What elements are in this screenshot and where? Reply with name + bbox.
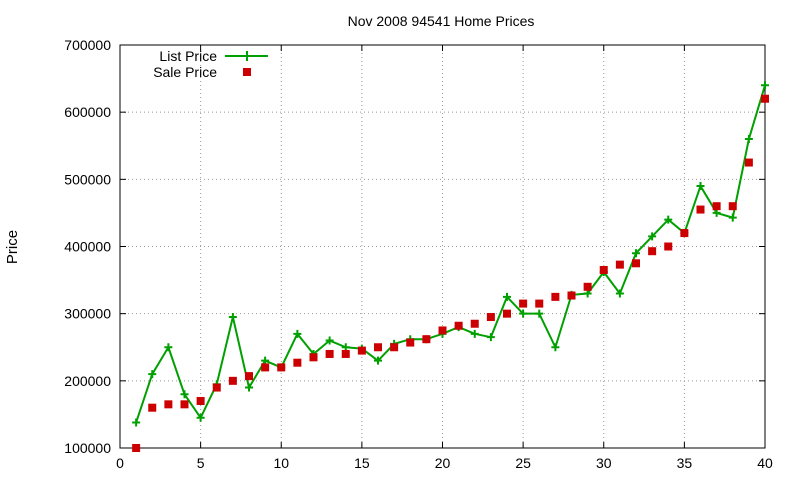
sale-price-point — [245, 372, 253, 381]
sale-price-point — [535, 299, 544, 308]
sale-price-point — [309, 353, 318, 362]
y-tick-label: 400000 — [64, 239, 111, 255]
x-tick-label: 30 — [596, 455, 612, 471]
list-price-point — [583, 289, 592, 298]
sale-price-point — [648, 247, 657, 256]
list-price-point — [132, 418, 141, 427]
sale-price-point — [212, 383, 221, 392]
sale-price-point — [325, 349, 334, 358]
series-layer — [132, 81, 769, 452]
list-price-point — [648, 232, 657, 241]
sale-price-point — [567, 291, 576, 300]
sale-price-point — [680, 229, 689, 238]
sale-price-point — [761, 94, 769, 103]
list-price-point — [148, 370, 157, 379]
sale-price-point — [438, 326, 447, 335]
list-price-point — [503, 292, 511, 301]
legend: List Price Sale Price — [153, 48, 268, 80]
list-price-point — [325, 336, 334, 345]
list-price-point — [196, 413, 205, 422]
legend-label-sale-price: Sale Price — [153, 64, 217, 80]
sale-price-point — [486, 313, 495, 322]
y-axis-title: Price — [4, 230, 21, 264]
list-price-point — [261, 356, 270, 365]
sale-price-point — [454, 321, 463, 330]
list-price-point — [535, 309, 544, 318]
legend-square-marker — [243, 68, 251, 76]
list-price-point — [180, 390, 189, 399]
list-price-point — [164, 343, 173, 352]
sale-price-point — [422, 335, 431, 344]
legend-plus-marker — [242, 51, 252, 61]
x-tick-label: 10 — [273, 455, 289, 471]
list-price-point — [519, 309, 528, 318]
x-tick-label: 15 — [354, 455, 370, 471]
y-tick-label: 500000 — [64, 171, 111, 187]
sale-price-point — [712, 202, 721, 211]
sale-price-point — [148, 403, 157, 412]
sale-price-point — [632, 259, 640, 268]
sale-price-point — [728, 202, 737, 211]
sale-price-point — [503, 309, 511, 318]
list-price-point — [293, 329, 302, 338]
sale-price-point — [261, 363, 270, 372]
list-price-point — [712, 208, 721, 217]
list-price-point — [245, 383, 253, 392]
sale-price-point — [374, 343, 382, 352]
x-tick-label: 25 — [515, 455, 531, 471]
sale-price-point — [470, 319, 479, 328]
sale-price-point — [390, 343, 399, 352]
chart-title: Nov 2008 94541 Home Prices — [348, 13, 535, 29]
sale-price-point — [583, 282, 592, 291]
sale-price-point — [228, 376, 237, 385]
x-tick-label: 5 — [197, 455, 205, 471]
sale-price-point — [132, 444, 141, 452]
y-tick-label: 700000 — [64, 37, 111, 53]
list-price-point — [551, 343, 560, 352]
x-tick-label: 35 — [677, 455, 693, 471]
sale-price-point — [519, 299, 528, 308]
list-price-point — [744, 135, 753, 144]
sale-price-point — [164, 400, 173, 409]
x-tick-label: 20 — [435, 455, 451, 471]
list-price-point — [341, 343, 350, 352]
x-tick-label: 0 — [116, 455, 124, 471]
list-price-point — [374, 356, 382, 365]
y-tick-label: 100000 — [64, 440, 111, 456]
list-price-point — [761, 81, 769, 90]
list-price-point — [696, 182, 705, 191]
list-price-point — [228, 313, 237, 322]
sale-price-point — [277, 363, 286, 372]
y-tick-label: 200000 — [64, 373, 111, 389]
series-line-list-price — [135, 85, 766, 423]
sale-price-point — [615, 260, 624, 269]
sale-price-point — [357, 346, 366, 355]
list-price-point — [664, 215, 673, 224]
y-tick-label: 300000 — [64, 306, 111, 322]
list-price-point — [486, 333, 495, 342]
sale-price-point — [696, 205, 705, 214]
y-tick-label: 600000 — [64, 104, 111, 120]
sale-price-point — [293, 358, 302, 367]
sale-price-point — [599, 266, 608, 275]
sale-price-point — [196, 396, 205, 405]
sale-price-point — [406, 338, 415, 347]
list-price-point — [728, 213, 737, 222]
legend-label-list-price: List Price — [159, 48, 217, 64]
list-price-point — [470, 329, 479, 338]
sale-price-point — [664, 242, 673, 251]
sale-price-point — [744, 158, 753, 167]
list-price-point — [615, 289, 624, 298]
x-tick-label: 40 — [757, 455, 773, 471]
list-price-point — [632, 249, 640, 258]
sale-price-point — [341, 349, 350, 358]
axes: 0 5 10 15 20 25 30 35 40 100000 200000 300000 400000… — [64, 37, 773, 471]
sale-price-point — [180, 400, 189, 409]
sale-price-point — [551, 292, 560, 301]
